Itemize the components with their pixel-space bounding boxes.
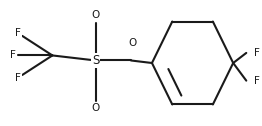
Text: F: F [254, 76, 260, 86]
Text: F: F [15, 28, 21, 38]
Text: S: S [92, 54, 99, 67]
Text: F: F [10, 50, 16, 60]
Text: F: F [254, 48, 260, 58]
Text: O: O [91, 10, 100, 20]
Text: F: F [15, 73, 21, 83]
Text: O: O [128, 38, 137, 48]
Text: O: O [91, 103, 100, 113]
